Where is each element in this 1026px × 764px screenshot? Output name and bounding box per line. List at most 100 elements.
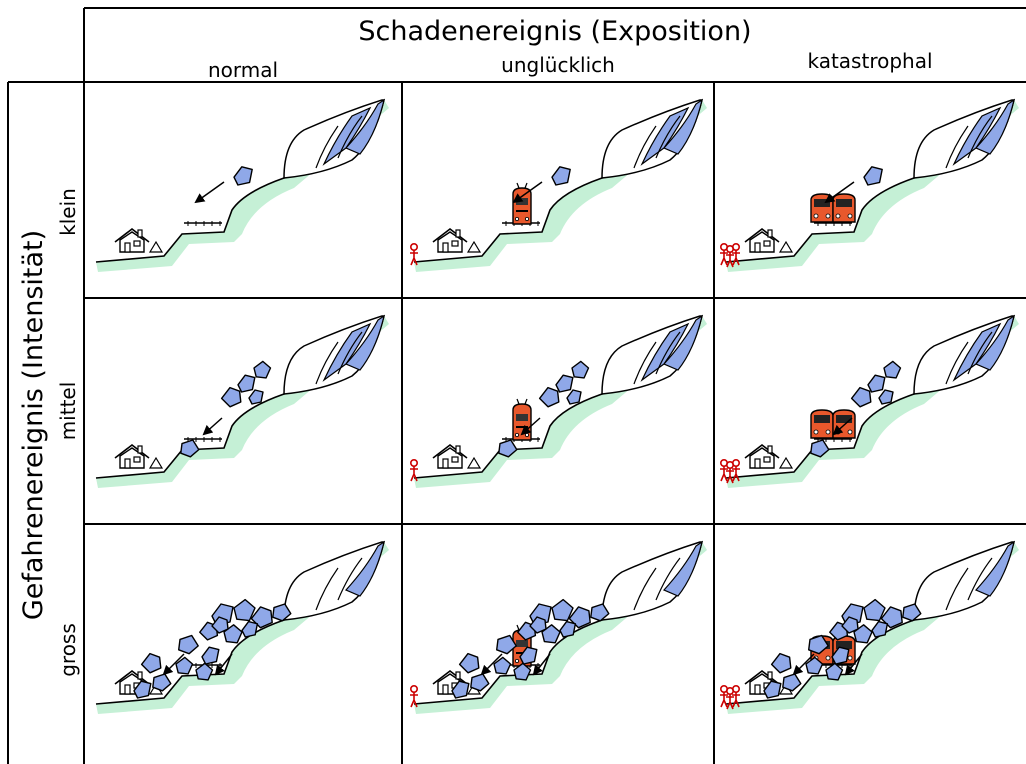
row-header-title: Gefahrenereignis (Intensität): [18, 230, 49, 620]
rock-icon: [496, 634, 517, 655]
person-icon: [731, 243, 741, 266]
ground-line: [95, 99, 385, 263]
rock-icon: [850, 386, 872, 408]
rock-icon: [133, 680, 152, 699]
rock-icon: [555, 374, 574, 393]
arrow-icon: [162, 653, 185, 676]
person-icon: [731, 459, 741, 482]
rock-icon: [272, 603, 292, 622]
rock-layer: [640, 106, 690, 166]
rock-layer: [952, 322, 1002, 382]
arrow-icon: [512, 181, 543, 204]
ground-line: [413, 315, 703, 479]
rail-track-icon: [184, 221, 222, 226]
rock-layer: [952, 106, 1002, 166]
cell-r0-c2: [719, 98, 1019, 272]
rock-icon: [808, 634, 829, 655]
rock-icon: [810, 439, 830, 458]
arrow-icon: [214, 653, 233, 676]
rock-icon: [538, 386, 560, 408]
rock-layer: [662, 540, 703, 597]
rock-icon: [248, 389, 264, 405]
house-icon: [432, 227, 482, 253]
cell-r0-c0: [95, 98, 389, 272]
rock-icon: [825, 662, 844, 681]
arrow-icon: [194, 181, 225, 204]
ground-line: [413, 99, 703, 263]
train-icon: [832, 409, 856, 439]
rock-icon: [513, 662, 532, 681]
person-icon: [409, 459, 419, 482]
person-icon: [731, 685, 741, 708]
rock-icon: [140, 652, 162, 674]
cliff-line: [633, 115, 681, 169]
arrow-icon: [532, 653, 551, 676]
rock-icon: [233, 166, 253, 186]
rock-icon: [175, 656, 194, 675]
person-icon: [409, 243, 419, 266]
column-label-ungluecklich: unglücklich: [501, 53, 615, 77]
rock-layer: [344, 540, 385, 597]
house-icon: [744, 443, 794, 469]
row-label-klein: klein: [56, 188, 80, 236]
rock-layer: [322, 322, 372, 382]
rock-icon: [590, 603, 610, 622]
rock-icon: [782, 673, 802, 692]
arrow-icon: [792, 653, 815, 676]
rock-icon: [220, 386, 242, 408]
train-icon: [810, 409, 834, 439]
cells: [95, 98, 1019, 714]
rock-icon: [498, 439, 518, 458]
arrow-icon: [844, 653, 863, 676]
rock-icon: [559, 620, 577, 638]
rock-icon: [211, 616, 229, 634]
column-label-katastrophal: katastrophal: [807, 49, 932, 73]
rock-icon: [770, 652, 792, 674]
cell-r2-c0: [95, 540, 389, 714]
cliff-line: [633, 557, 681, 611]
cliff-line: [945, 331, 993, 385]
arrow-icon: [824, 181, 855, 204]
person-icon: [409, 685, 419, 708]
rock-icon: [863, 166, 883, 186]
ground-line: [725, 315, 1015, 479]
rock-icon: [805, 656, 824, 675]
rock-icon: [551, 598, 574, 622]
cell-r2-c1: [409, 540, 707, 714]
rock-icon: [152, 673, 172, 692]
cliff-line: [945, 557, 993, 611]
cell-r1-c1: [409, 314, 707, 488]
row-label-gross: gross: [56, 623, 80, 677]
rock-icon: [237, 374, 256, 393]
cliff-line: [315, 115, 363, 169]
rock-icon: [863, 598, 886, 622]
rock-icon: [571, 360, 590, 379]
rock-icon: [902, 603, 922, 622]
rock-icon: [880, 606, 903, 629]
cell-r2-c2: [719, 540, 1019, 714]
column-label-normal: normal: [208, 58, 278, 82]
cliff-line: [633, 331, 681, 385]
house-icon: [432, 443, 482, 469]
rock-layer: [322, 106, 372, 166]
house-icon: [744, 227, 794, 253]
arrow-icon: [202, 417, 223, 436]
cliff-line: [945, 115, 993, 169]
rock-icon: [871, 620, 889, 638]
train-icon: [810, 193, 834, 223]
arrow-icon: [520, 417, 541, 436]
rock-icon: [867, 374, 886, 393]
rock-icon: [551, 166, 571, 186]
cell-r0-c1: [409, 98, 707, 272]
house-icon: [114, 443, 164, 469]
rock-icon: [451, 680, 470, 699]
rock-icon: [253, 360, 272, 379]
rock-icon: [568, 606, 591, 629]
rock-icon: [470, 673, 490, 692]
house-icon: [114, 227, 164, 253]
row-label-mittel: mittel: [56, 382, 80, 441]
cliff-line: [315, 557, 363, 611]
rock-icon: [241, 620, 259, 638]
train-icon: [512, 182, 532, 225]
